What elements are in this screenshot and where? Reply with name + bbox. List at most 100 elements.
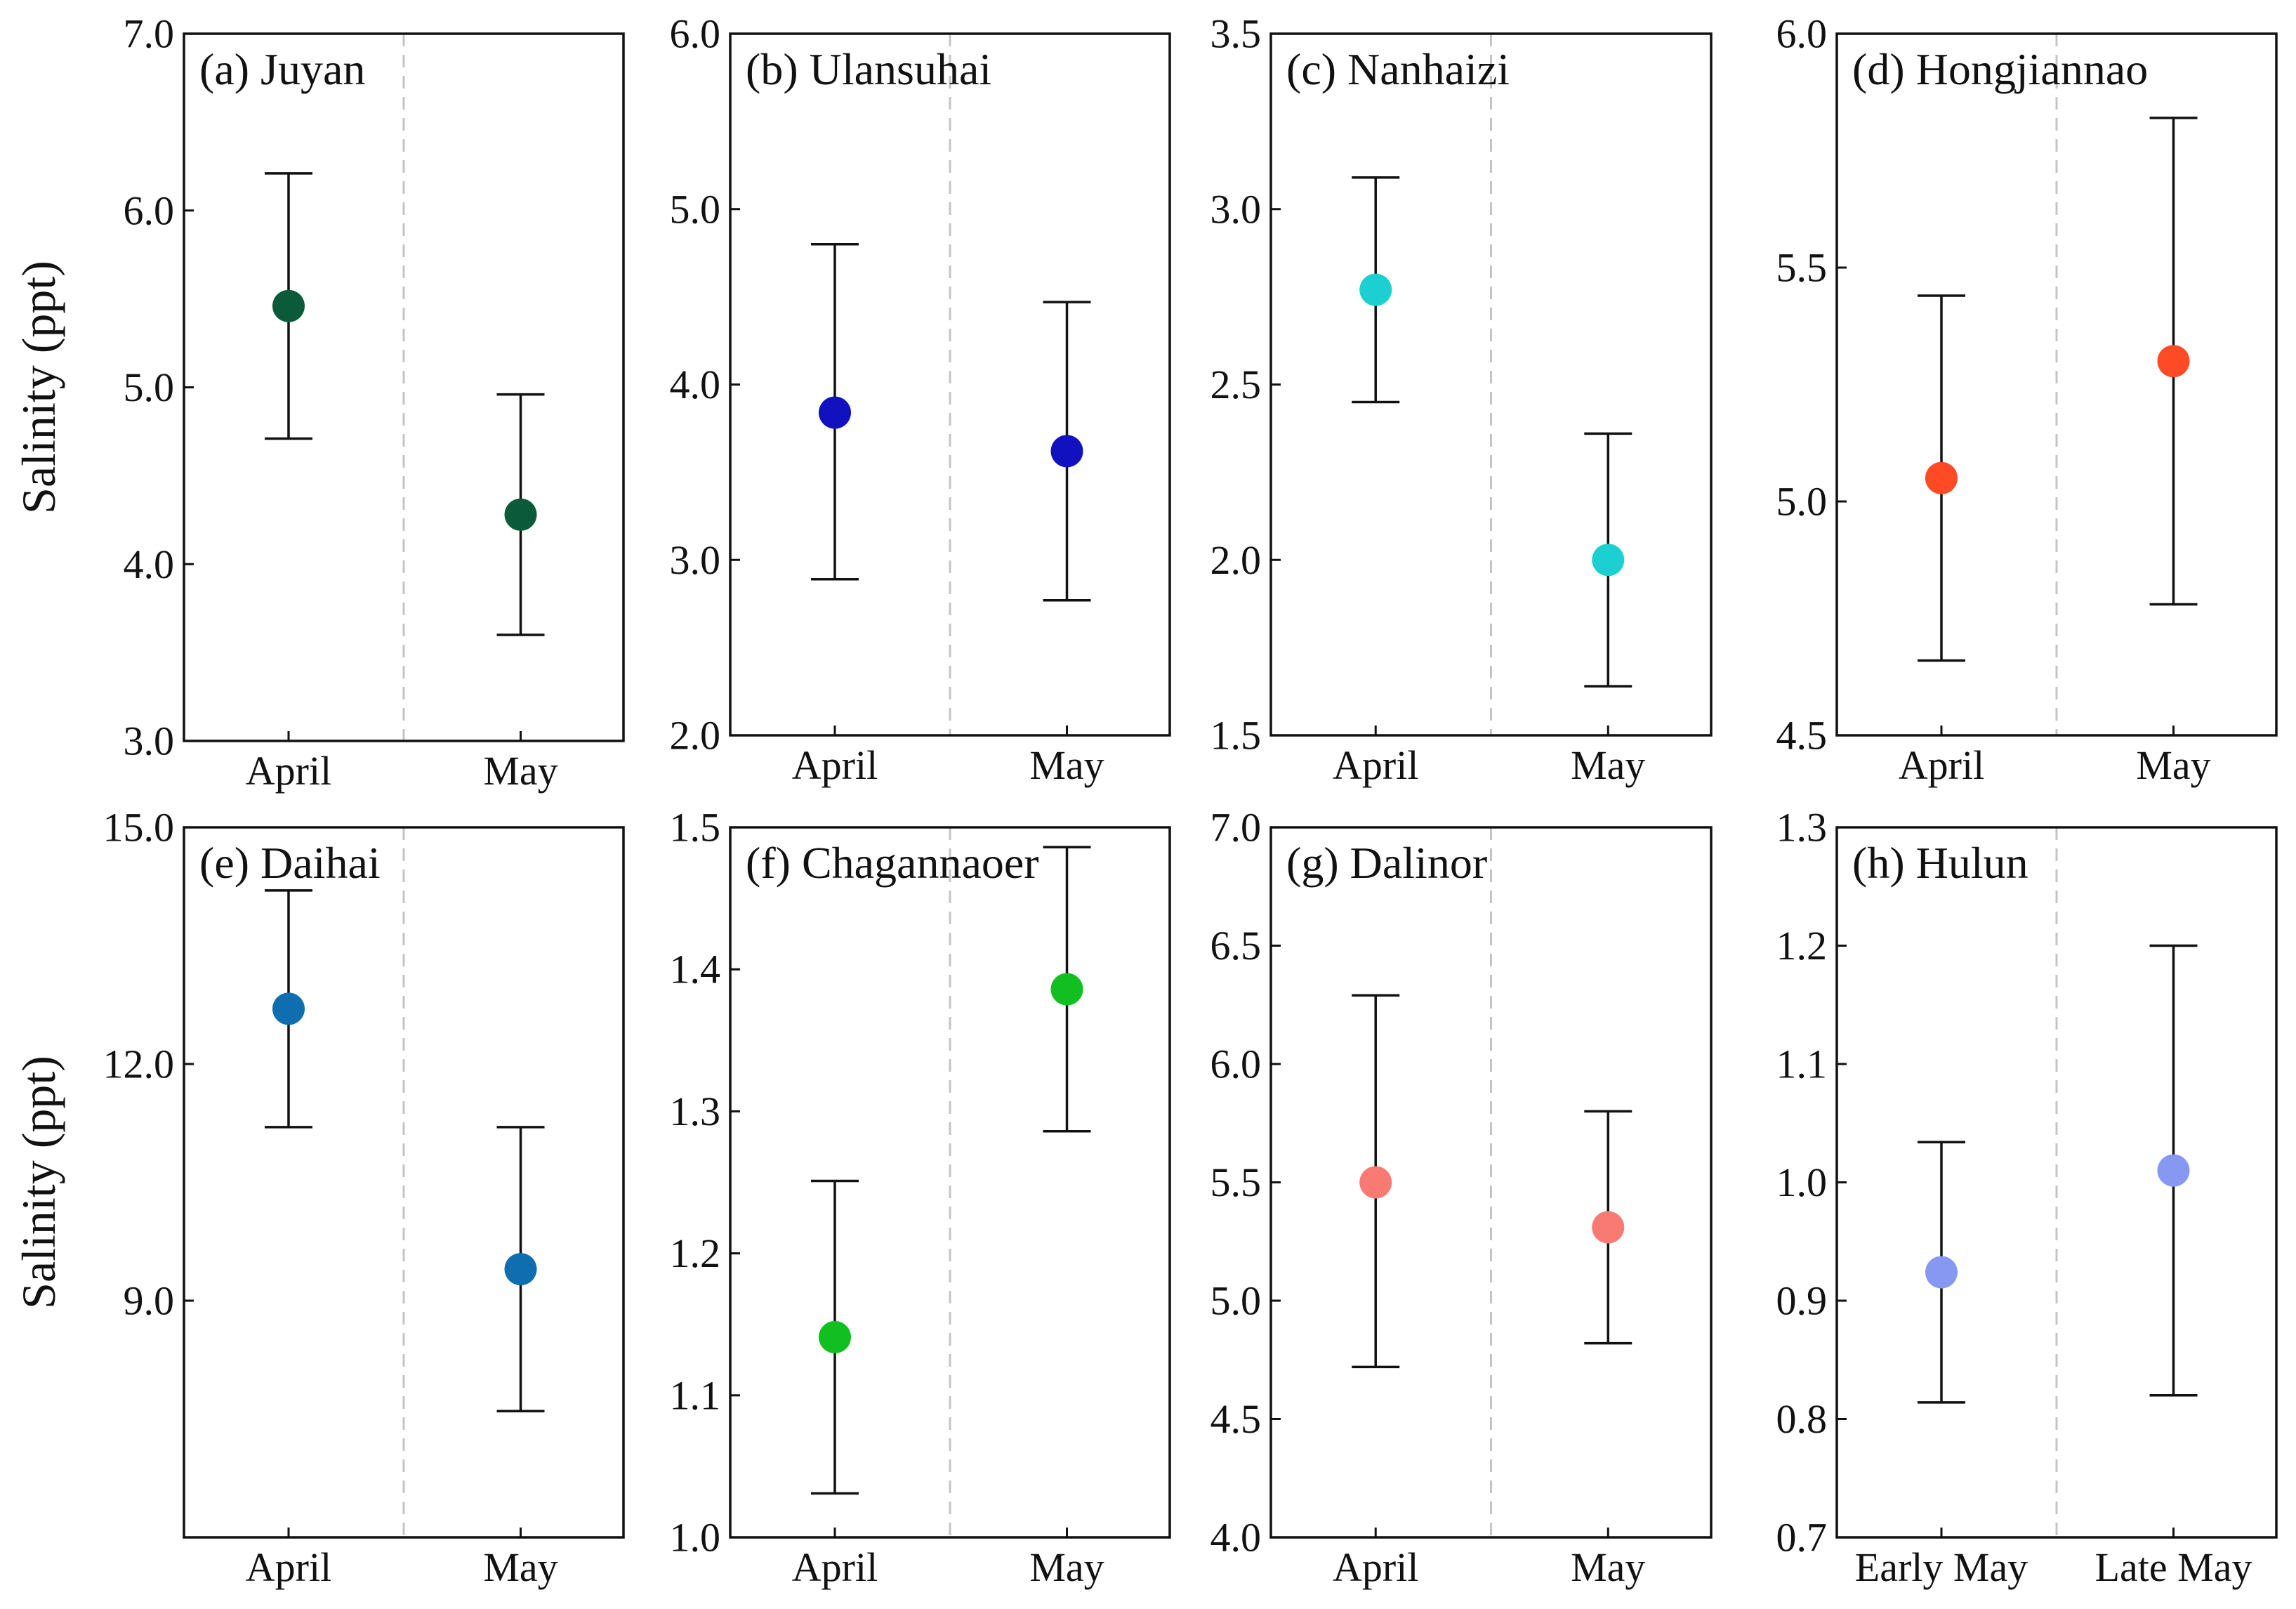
data-point <box>1592 1211 1625 1244</box>
y-tick-label: 1.3 <box>670 1089 721 1134</box>
x-tick-label: Early May <box>1855 1544 2028 1590</box>
y-tick-label: 5.0 <box>670 186 721 232</box>
panel-5: 9.0 12.0 15.0 April May (e) Daihai Salinity (p… <box>12 805 625 1590</box>
y-tick-label: 1.2 <box>1776 923 1828 968</box>
data-point <box>2157 1154 2190 1187</box>
y-tick-label: 3.0 <box>124 718 175 764</box>
data-point <box>272 992 305 1025</box>
x-tick-label: April <box>792 1544 878 1590</box>
x-tick-label: May <box>2136 742 2210 788</box>
x-tick-label: April <box>246 1544 331 1590</box>
panel-2: 2.0 3.0 4.0 5.0 6.0 April May (b) Ulansuhai <box>670 11 1171 788</box>
panel-frame <box>183 32 625 742</box>
y-tick-label: 6.0 <box>1776 11 1828 57</box>
y-tick-label: 6.0 <box>1210 1042 1262 1087</box>
panel-frame <box>1835 32 2278 737</box>
y-tick-label: 0.8 <box>1776 1396 1828 1442</box>
panel-frame <box>1835 826 2278 1539</box>
y-tick-label: 2.0 <box>670 713 721 758</box>
data-point <box>504 498 537 531</box>
y-tick-label: 5.0 <box>1210 1278 1262 1324</box>
panel-frame <box>183 826 625 1539</box>
y-tick-label: 4.0 <box>124 541 175 587</box>
y-tick-label: 4.5 <box>1776 713 1828 758</box>
x-tick-label: May <box>483 1544 557 1590</box>
y-tick-label: 3.0 <box>670 537 721 583</box>
y-tick-label: 5.0 <box>124 365 175 410</box>
data-point <box>2157 345 2190 378</box>
panel-title: (a) Juyan <box>199 44 365 94</box>
panel-title: (f) Chagannaoer <box>746 838 1039 888</box>
y-tick-label: 6.5 <box>1210 923 1262 968</box>
x-tick-label: April <box>1899 742 1984 788</box>
y-tick-label: 5.5 <box>1210 1160 1262 1205</box>
data-point <box>818 396 851 429</box>
x-tick-label: Late May <box>2095 1544 2252 1590</box>
x-tick-label: May <box>1029 1544 1104 1590</box>
panel-title: (g) Dalinor <box>1286 838 1487 888</box>
panel-4: 4.5 5.0 5.5 6.0 April May (d) Hongjiannao <box>1776 11 2278 788</box>
y-tick-label: 15.0 <box>103 805 175 851</box>
y-tick-label: 5.5 <box>1776 245 1828 291</box>
panel-title: (c) Nanhaizi <box>1286 44 1510 94</box>
panel-frame <box>729 826 1171 1539</box>
panel-title: (d) Hongjiannao <box>1852 44 2148 94</box>
panel-title: (b) Ulansuhai <box>746 44 991 94</box>
y-tick-label: 1.5 <box>1210 713 1262 758</box>
panel-frame <box>1269 32 1713 737</box>
y-tick-label: 2.0 <box>1210 537 1262 583</box>
panel-1: 3.0 4.0 5.0 6.0 7.0 April May (a) Juyan Salinity… <box>12 11 625 794</box>
panel-3: 1.5 2.0 2.5 3.0 3.5 April May (c) Nanhaizi <box>1210 11 1713 788</box>
panel-6: 1.0 1.1 1.2 1.3 1.4 1.5 April May (f) Chagannaoe… <box>670 805 1171 1590</box>
data-point <box>272 289 305 322</box>
data-point <box>504 1253 537 1286</box>
y-tick-label: 0.9 <box>1776 1278 1828 1324</box>
data-point <box>1592 544 1625 577</box>
x-tick-label: May <box>1571 742 1645 788</box>
data-point <box>818 1320 851 1353</box>
data-point <box>1925 461 1958 494</box>
data-point <box>1359 273 1392 306</box>
y-tick-label: 4.5 <box>1210 1396 1262 1442</box>
y-tick-label: 4.0 <box>670 362 721 407</box>
panel-8: 0.7 0.8 0.9 1.0 1.1 1.2 1.3 Early May Late May (h… <box>1776 805 2278 1590</box>
panel-title: (h) Hulun <box>1852 838 2028 888</box>
y-tick-label: 1.4 <box>670 947 721 992</box>
y-tick-label: 1.0 <box>1776 1160 1828 1205</box>
y-axis-label: Salinity (ppt) <box>12 1056 65 1309</box>
panel-7: 4.0 4.5 5.0 5.5 6.0 6.5 7.0 April May (g) Dalinor <box>1210 805 1713 1590</box>
y-tick-label: 1.0 <box>670 1515 721 1561</box>
y-tick-label: 12.0 <box>103 1042 175 1087</box>
panel-frame <box>729 32 1171 737</box>
x-tick-label: May <box>1571 1544 1645 1590</box>
x-tick-label: May <box>483 748 557 794</box>
data-point <box>1050 435 1083 468</box>
panel-title: (e) Daihai <box>199 838 381 888</box>
y-tick-label: 6.0 <box>124 188 175 233</box>
y-tick-label: 1.3 <box>1776 805 1828 851</box>
y-axis-label: Salinity (ppt) <box>12 261 65 514</box>
y-tick-label: 7.0 <box>124 11 175 57</box>
y-tick-label: 7.0 <box>1210 805 1262 851</box>
x-tick-label: April <box>792 742 878 788</box>
x-tick-label: April <box>1333 742 1418 788</box>
y-tick-label: 1.5 <box>670 805 721 851</box>
data-point <box>1050 973 1083 1006</box>
y-tick-label: 6.0 <box>670 11 721 57</box>
y-tick-label: 4.0 <box>1210 1515 1262 1561</box>
y-tick-label: 2.5 <box>1210 362 1262 407</box>
x-tick-label: May <box>1029 742 1104 788</box>
y-tick-label: 3.0 <box>1210 186 1262 232</box>
panel-frame <box>1269 826 1713 1539</box>
y-tick-label: 1.2 <box>670 1230 721 1276</box>
data-point <box>1359 1166 1392 1199</box>
y-tick-label: 0.7 <box>1776 1515 1828 1561</box>
x-tick-label: April <box>246 748 331 794</box>
y-tick-label: 1.1 <box>1776 1042 1828 1087</box>
y-tick-label: 9.0 <box>124 1278 175 1324</box>
data-point <box>1925 1256 1958 1289</box>
y-tick-label: 5.0 <box>1776 479 1828 525</box>
y-tick-label: 1.1 <box>670 1372 721 1418</box>
x-tick-label: April <box>1333 1544 1418 1590</box>
